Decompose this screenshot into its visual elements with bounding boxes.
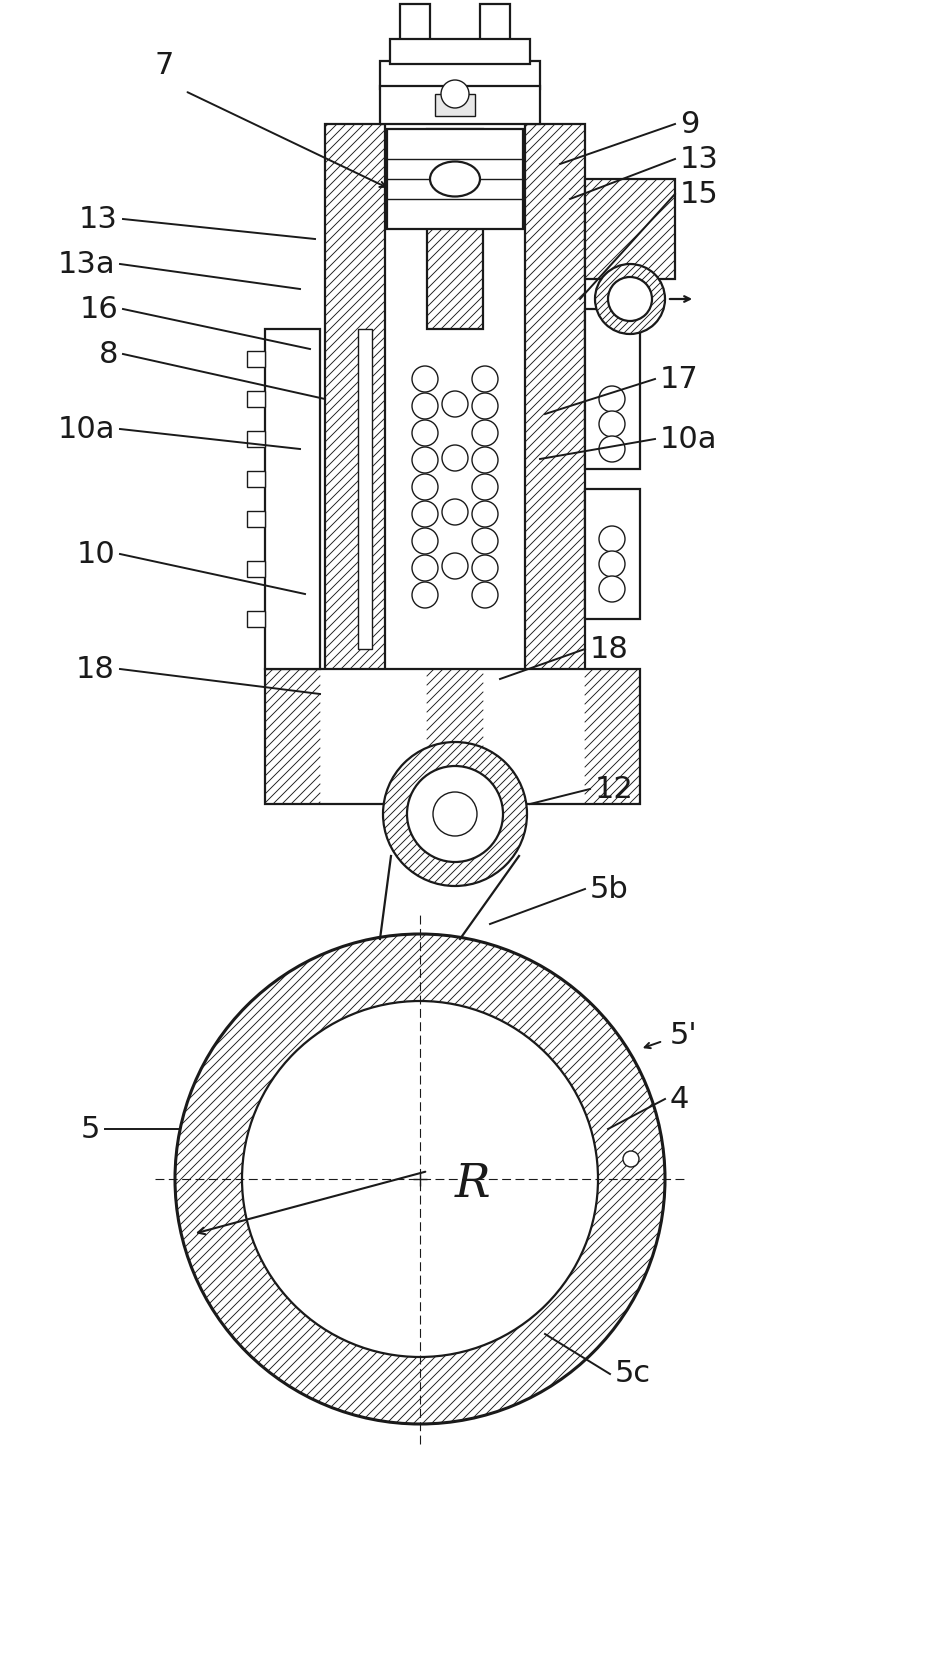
Circle shape: [382, 743, 526, 886]
Bar: [247, 511, 264, 527]
Circle shape: [599, 386, 625, 412]
Circle shape: [442, 499, 468, 526]
Text: 5': 5': [669, 1021, 697, 1050]
Circle shape: [432, 793, 476, 836]
Bar: [247, 350, 264, 367]
Circle shape: [599, 436, 625, 462]
Bar: [380, 62, 539, 88]
Circle shape: [461, 834, 478, 850]
Text: 10a: 10a: [58, 414, 115, 444]
Bar: [247, 471, 264, 487]
Bar: [264, 669, 639, 804]
Circle shape: [471, 527, 497, 554]
Text: 16: 16: [79, 294, 118, 324]
Circle shape: [471, 392, 497, 419]
Circle shape: [623, 1152, 638, 1167]
Bar: [585, 489, 639, 619]
Text: 5: 5: [81, 1115, 100, 1143]
Text: 7: 7: [155, 52, 174, 80]
Text: 5b: 5b: [589, 875, 628, 903]
Bar: [434, 799, 445, 834]
Bar: [427, 129, 483, 329]
Bar: [264, 329, 319, 669]
Circle shape: [471, 556, 497, 581]
Text: 9: 9: [679, 110, 699, 139]
Circle shape: [411, 527, 437, 554]
Circle shape: [411, 582, 437, 608]
Circle shape: [471, 447, 497, 472]
Text: R: R: [455, 1162, 490, 1207]
Text: 4: 4: [669, 1085, 689, 1113]
Circle shape: [432, 834, 447, 850]
Circle shape: [599, 526, 625, 552]
Bar: [465, 799, 474, 834]
Circle shape: [411, 556, 437, 581]
Text: 12: 12: [594, 774, 633, 803]
Text: 10a: 10a: [659, 424, 716, 454]
Circle shape: [471, 501, 497, 527]
Bar: [357, 329, 371, 649]
Circle shape: [599, 551, 625, 577]
Text: 10: 10: [76, 539, 115, 569]
Bar: [247, 561, 264, 577]
Text: 18: 18: [76, 654, 115, 684]
Circle shape: [594, 264, 664, 334]
Bar: [400, 3, 430, 43]
Circle shape: [599, 576, 625, 603]
Circle shape: [442, 391, 468, 417]
Bar: [325, 124, 384, 799]
Text: 15: 15: [679, 180, 718, 209]
Text: 18: 18: [589, 634, 628, 664]
Circle shape: [471, 582, 497, 608]
Text: 13: 13: [79, 205, 118, 234]
Circle shape: [411, 447, 437, 472]
Bar: [585, 309, 639, 469]
Ellipse shape: [430, 162, 480, 197]
Text: 8: 8: [98, 339, 118, 369]
Circle shape: [471, 421, 497, 446]
Bar: [387, 129, 522, 229]
Circle shape: [411, 501, 437, 527]
Circle shape: [406, 766, 502, 861]
Circle shape: [607, 277, 651, 320]
Circle shape: [411, 474, 437, 501]
Circle shape: [241, 1001, 598, 1357]
Bar: [247, 391, 264, 407]
Bar: [390, 38, 530, 63]
Bar: [585, 179, 675, 279]
Circle shape: [471, 366, 497, 392]
Bar: [247, 431, 264, 447]
Bar: [524, 124, 585, 799]
Bar: [380, 87, 539, 124]
Text: 13a: 13a: [58, 249, 115, 279]
Text: 13: 13: [679, 145, 718, 174]
Circle shape: [441, 80, 469, 108]
Circle shape: [174, 935, 664, 1424]
Text: 5c: 5c: [614, 1360, 651, 1389]
Circle shape: [442, 552, 468, 579]
Circle shape: [411, 421, 437, 446]
Bar: [434, 93, 474, 117]
Bar: [480, 3, 509, 43]
Circle shape: [599, 411, 625, 437]
Circle shape: [411, 366, 437, 392]
Circle shape: [471, 474, 497, 501]
Text: 17: 17: [659, 364, 698, 394]
Bar: [247, 611, 264, 628]
Circle shape: [442, 446, 468, 471]
Circle shape: [411, 392, 437, 419]
